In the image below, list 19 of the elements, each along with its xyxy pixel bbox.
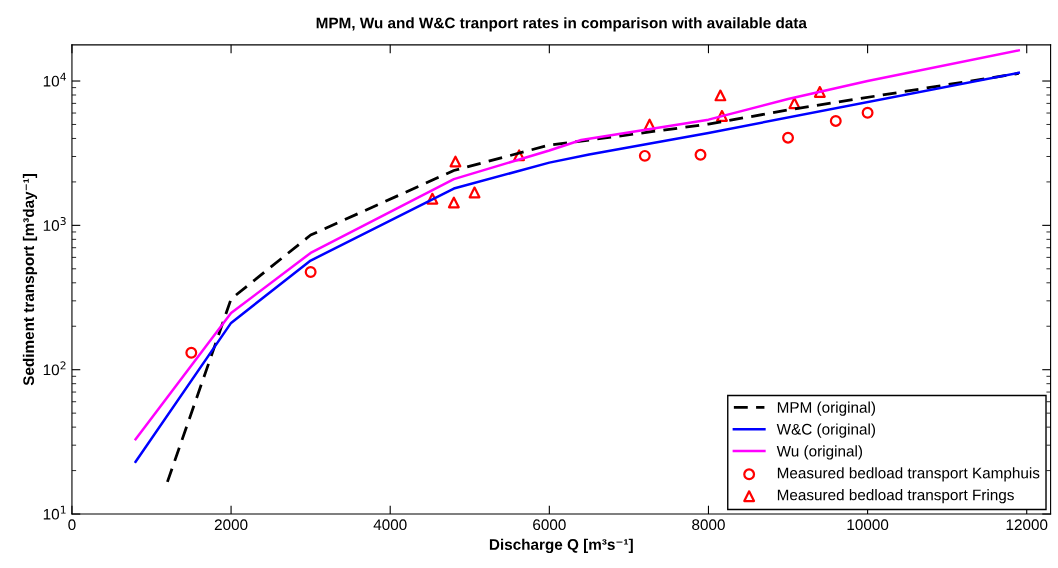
legend-label: Measured bedload transport Frings bbox=[777, 489, 1014, 504]
y-tick-label: 10$^{2}$ bbox=[43, 361, 66, 376]
y-tick-label: 10$^{4}$ bbox=[43, 72, 66, 87]
x-tick-label: 6000 bbox=[533, 519, 566, 531]
legend-label: W&C (original) bbox=[776, 423, 876, 438]
y-tick-label: 10$^{1}$ bbox=[43, 505, 66, 520]
chart-title: MPM, Wu and W&C tranport rates in comparison with available data bbox=[316, 17, 807, 32]
legend-label: MPM (original) bbox=[777, 401, 876, 416]
x-tick-label: 8000 bbox=[692, 519, 725, 531]
y-axis-title: Sediment transport [m³day⁻¹] bbox=[22, 173, 38, 386]
y-tick-label: 10$^{3}$ bbox=[43, 216, 66, 231]
legend-label: Measured bedload transport Kamphuis bbox=[777, 467, 1040, 482]
x-tick-label: 0 bbox=[68, 519, 76, 531]
x-tick-label: 2000 bbox=[214, 519, 248, 531]
x-tick-label: 4000 bbox=[373, 519, 407, 531]
legend-label: Wu (original) bbox=[776, 445, 863, 460]
x-tick-label: 10000 bbox=[847, 519, 889, 531]
x-tick-label: 12000 bbox=[1006, 519, 1048, 531]
x-axis-title: Discharge Q [m³s⁻¹] bbox=[489, 538, 633, 554]
